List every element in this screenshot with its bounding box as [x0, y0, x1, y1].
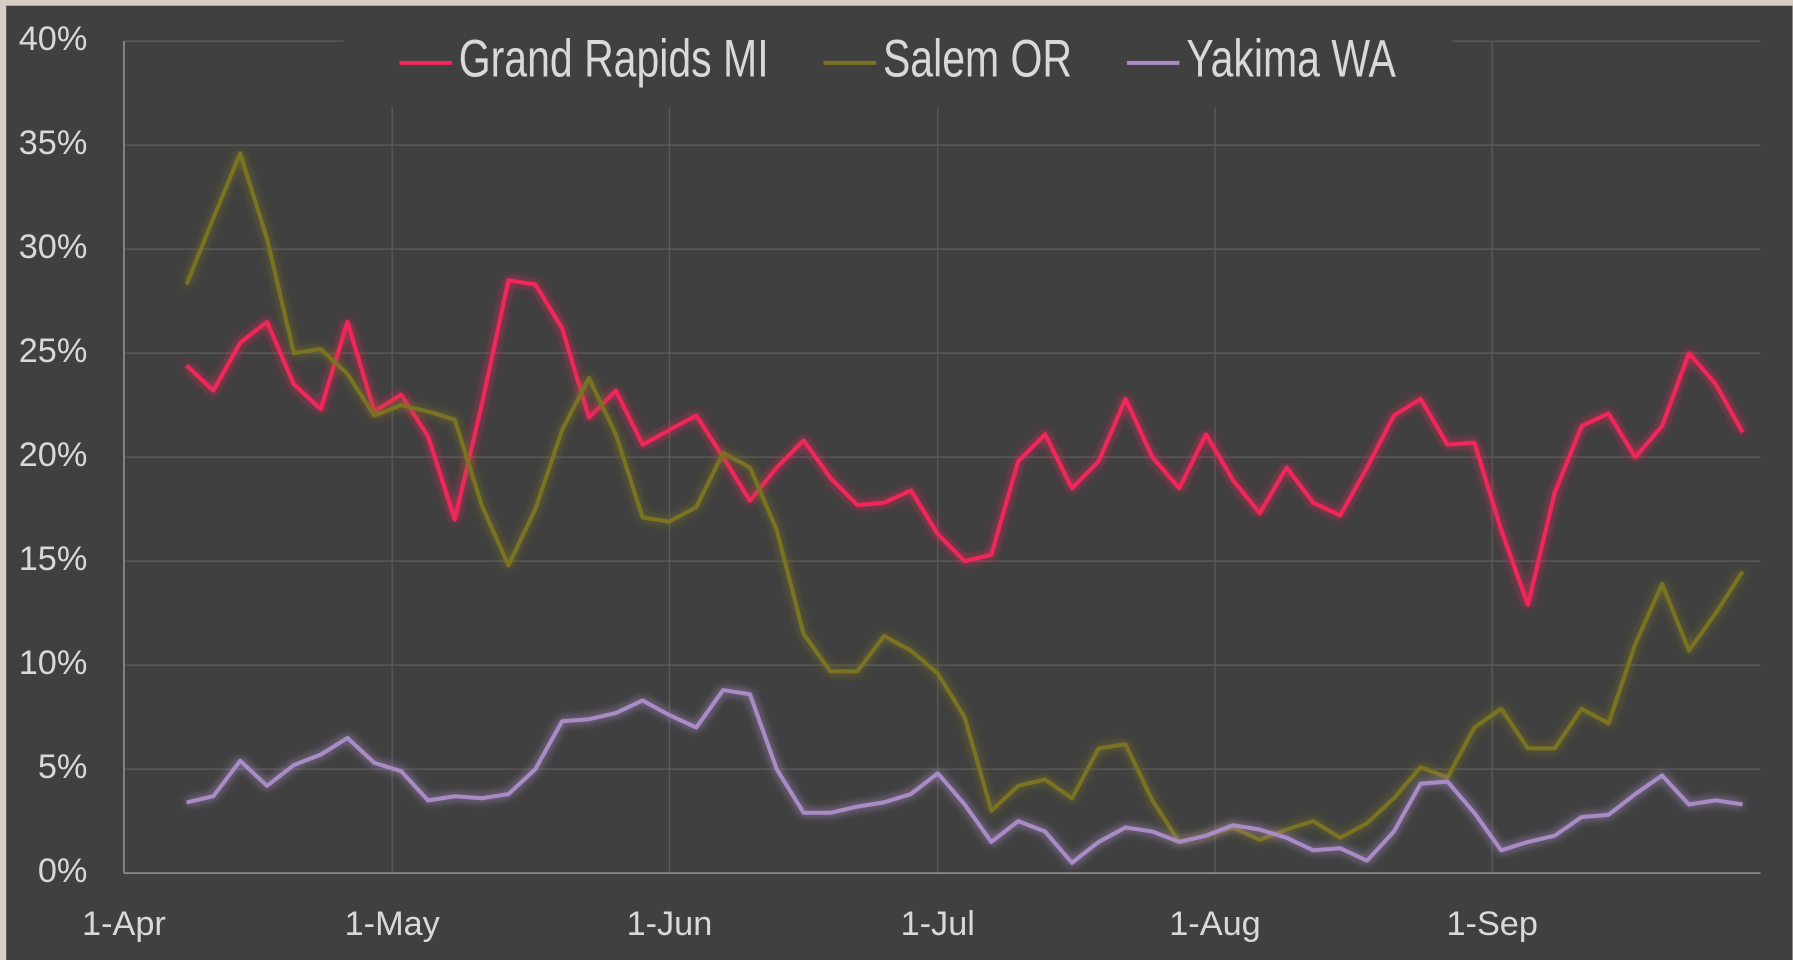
y-tick-label: 30%	[19, 228, 88, 266]
x-tick-label: 1-Jul	[901, 905, 975, 943]
grid	[123, 40, 1761, 874]
y-tick-label: 40%	[19, 20, 88, 58]
legend-entry: Yakima WA	[1126, 29, 1396, 88]
legend-label: Grand Rapids MI	[459, 29, 769, 88]
legend-background	[343, 27, 1452, 108]
legend-entry: Grand Rapids MI	[399, 29, 769, 88]
y-tick-label: 5%	[38, 748, 88, 786]
series-line	[185, 278, 1745, 607]
legend-entry: Salem OR	[823, 29, 1072, 88]
y-tick-label: 25%	[19, 332, 88, 370]
y-tick-label: 15%	[19, 540, 88, 578]
x-tick-label: 1-Apr	[82, 905, 166, 943]
series-line	[186, 688, 1743, 865]
x-tick-label: 1-Aug	[1169, 905, 1260, 943]
y-tick-label: 0%	[38, 852, 88, 890]
legend-label: Salem OR	[883, 29, 1072, 88]
x-tick-label: 1-May	[345, 905, 441, 943]
x-tick-label: 1-Jun	[627, 905, 713, 943]
x-tick-label: 1-Sep	[1446, 905, 1537, 943]
legend: Grand Rapids MI Salem OR Yakima WA	[343, 27, 1452, 108]
series-line	[184, 151, 1745, 844]
chart-background	[6, 5, 1793, 960]
y-tick-label: 20%	[19, 436, 88, 474]
legend-label: Yakima WA	[1186, 29, 1396, 88]
y-tick-label: 10%	[19, 644, 88, 682]
y-tick-label: 35%	[19, 124, 88, 162]
